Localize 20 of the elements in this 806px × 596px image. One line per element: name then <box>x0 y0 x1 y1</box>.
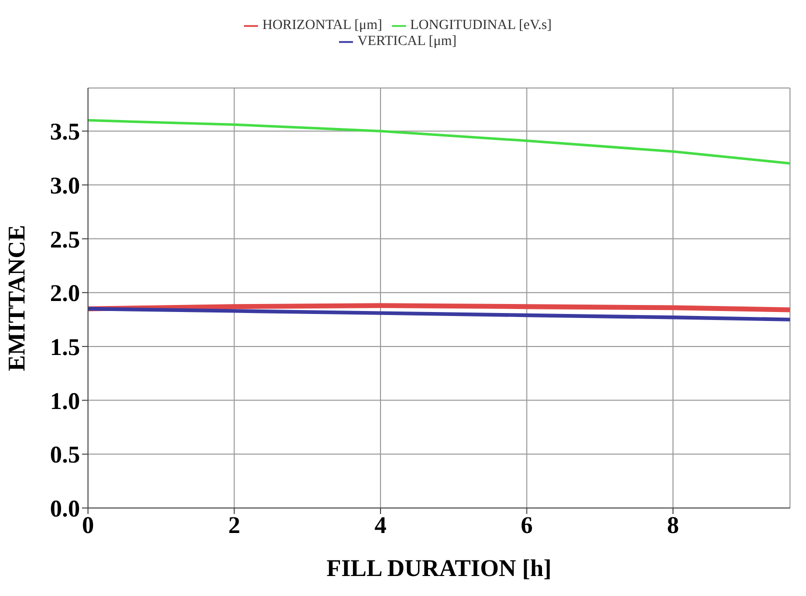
y-tick-label: 3.5 <box>50 120 80 146</box>
x-tick-label: 2 <box>228 513 240 540</box>
line-series <box>88 306 790 322</box>
y-tick-label: 2.0 <box>50 281 80 308</box>
x-tick-label: 4 <box>374 513 386 540</box>
line-series <box>88 119 790 165</box>
x-tick-label: 8 <box>667 513 679 540</box>
x-tick-label: 0 <box>82 513 94 540</box>
legend-label: LONGITUDINAL [eV.s] <box>410 18 552 33</box>
y-tick-label: 1.0 <box>50 388 80 415</box>
legend-label: HORIZONTAL [μm] <box>262 18 382 33</box>
y-axis-title: EMITTANCE <box>4 224 31 372</box>
legend-label: VERTICAL [μm] <box>357 34 457 49</box>
y-tick-label: 3.0 <box>50 173 80 200</box>
y-tick-label: 0.5 <box>50 442 80 469</box>
y-tick-label: 0.0 <box>50 496 80 523</box>
x-tick-label: 6 <box>520 513 533 540</box>
y-tick-label: 2.5 <box>50 227 80 254</box>
y-tick-label: 1.5 <box>50 334 80 361</box>
x-axis-title: FILL DURATION [h] <box>326 556 552 582</box>
